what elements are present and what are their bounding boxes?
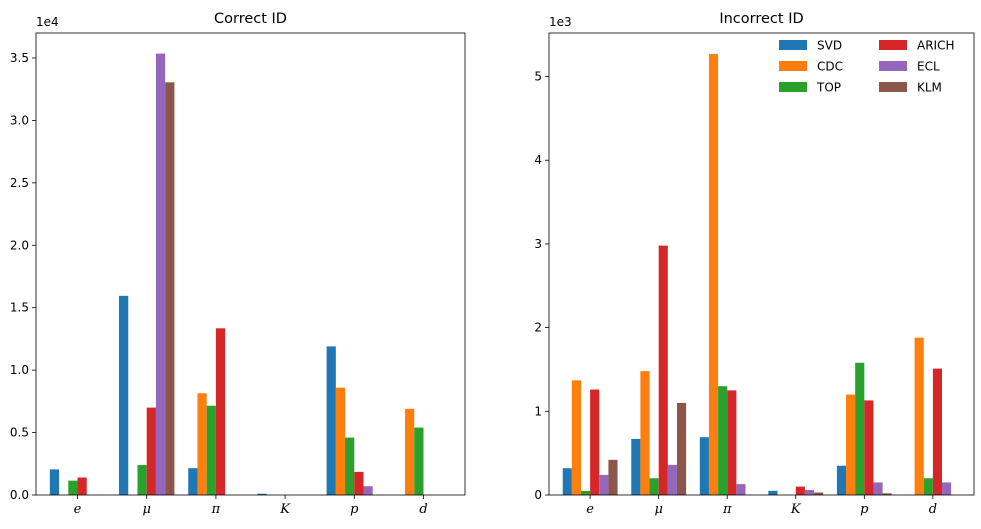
bar-top-5	[923, 478, 933, 495]
bar-cdc-4	[846, 394, 856, 495]
axis-scale-label: 1e3	[549, 15, 572, 29]
bar-svd-3	[257, 493, 267, 495]
bar-arich-4	[354, 471, 364, 495]
legend-label-arich: ARICH	[917, 39, 955, 53]
bar-klm-0	[608, 459, 618, 495]
legend-label-klm: KLM	[917, 81, 942, 95]
y-tick-label: 1.0	[10, 363, 29, 377]
y-tick-label: 0.0	[10, 488, 29, 502]
bar-top-5	[414, 427, 424, 495]
y-tick-label: 2.5	[10, 176, 29, 190]
bar-ecl-0	[599, 474, 609, 495]
y-tick-label: 2	[534, 321, 542, 335]
bar-ecl-1	[667, 464, 677, 495]
bar-top-0	[580, 490, 591, 495]
x-tick-label: d	[929, 502, 937, 517]
bar-arich-1	[658, 245, 668, 495]
legend-swatch-klm	[879, 82, 907, 92]
bar-klm-1	[676, 402, 687, 495]
bar-ecl-4	[873, 482, 883, 495]
chart-title: Correct ID	[214, 11, 287, 27]
bar-svd-1	[119, 295, 129, 495]
bar-cdc-5	[914, 337, 924, 495]
bar-svd-0	[49, 469, 60, 495]
x-tick-label: d	[419, 502, 427, 517]
legend-swatch-svd	[779, 40, 807, 50]
axes-frame	[548, 32, 975, 496]
bar-klm-3	[814, 492, 824, 495]
bar-top-2	[206, 405, 216, 495]
bar-top-2	[718, 386, 728, 495]
legend-swatch-arich	[879, 40, 907, 50]
bar-top-1	[137, 465, 147, 495]
bar-klm-1	[165, 82, 175, 495]
bar-ecl-3	[804, 489, 815, 495]
bar-ecl-2	[736, 484, 746, 495]
bar-cdc-2	[197, 393, 207, 495]
bar-arich-0	[77, 477, 87, 495]
x-tick-label: p	[860, 502, 869, 517]
x-tick-label: K	[279, 502, 291, 517]
bar-cdc-0	[571, 380, 581, 495]
x-tick-label: π	[211, 502, 221, 517]
bar-cdc-1	[640, 371, 650, 495]
y-tick-label: 1	[534, 404, 542, 418]
x-tick-label: e	[586, 502, 594, 517]
bar-cdc-4	[335, 387, 346, 495]
legend-label-top: TOP	[816, 81, 841, 95]
x-tick-label: μ	[654, 502, 662, 517]
y-tick-label: 0	[534, 488, 542, 502]
legend-swatch-ecl	[879, 61, 907, 71]
axes-frame	[35, 32, 466, 496]
bar-svd-2	[188, 468, 198, 495]
bar-svd-2	[699, 437, 709, 495]
y-tick-label: 3.0	[10, 113, 29, 127]
bar-klm-4	[882, 493, 892, 495]
bar-svd-4	[326, 346, 336, 495]
y-tick-label: 3.5	[10, 51, 29, 65]
x-tick-label: K	[790, 502, 802, 517]
bar-arich-3	[795, 486, 805, 495]
bar-svd-1	[631, 438, 641, 495]
y-tick-label: 3	[534, 237, 542, 251]
bar-ecl-5	[942, 482, 952, 495]
legend-label-ecl: ECL	[917, 60, 940, 74]
bar-top-1	[649, 478, 659, 495]
bar-top-0	[68, 480, 78, 495]
bar-arich-5	[932, 368, 943, 495]
bar-arich-2	[215, 328, 226, 495]
bar-arich-0	[590, 389, 600, 495]
legend-label-svd: SVD	[817, 39, 842, 53]
bar-top-4	[345, 437, 355, 495]
bar-ecl-4	[363, 486, 373, 495]
bar-arich-1	[146, 407, 156, 495]
axis-scale-label: 1e4	[36, 15, 59, 29]
y-tick-label: 0.5	[10, 426, 29, 440]
x-tick-label: e	[74, 502, 82, 517]
bar-svd-0	[562, 468, 572, 495]
bar-svd-4	[836, 465, 847, 495]
bar-cdc-2	[708, 53, 719, 496]
bar-ecl-1	[155, 53, 166, 495]
bar-top-4	[855, 362, 865, 495]
bar-cdc-5	[405, 408, 415, 495]
y-tick-label: 2.0	[10, 238, 29, 252]
x-tick-label: π	[722, 502, 732, 517]
legend-label-cdc: CDC	[817, 60, 843, 74]
legend-swatch-cdc	[779, 61, 807, 71]
y-tick-label: 4	[534, 153, 542, 167]
x-tick-label: p	[350, 502, 359, 517]
y-tick-label: 5	[534, 70, 542, 84]
bar-arich-4	[864, 400, 874, 495]
bar-svd-3	[768, 490, 778, 495]
bar-arich-2	[727, 390, 737, 495]
legend-swatch-top	[779, 82, 807, 92]
chart-title: Incorrect ID	[719, 11, 803, 27]
x-tick-label: μ	[142, 502, 150, 517]
y-tick-label: 1.5	[10, 301, 29, 315]
